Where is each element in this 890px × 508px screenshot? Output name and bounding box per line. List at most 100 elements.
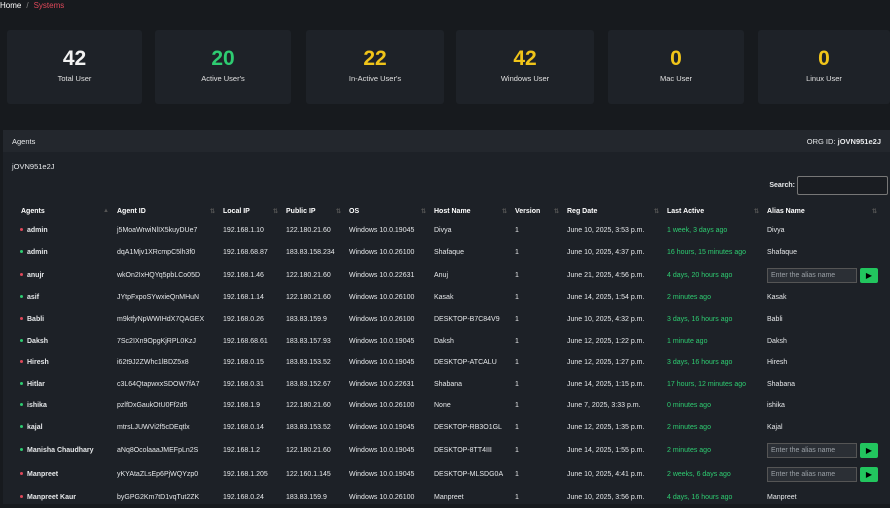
column-header[interactable]: Agent ID ⇅: [117, 203, 223, 220]
agent-name[interactable]: Hitlar: [27, 380, 45, 388]
stat-value: 22: [363, 47, 387, 70]
public-ip: 122.180.21.60: [286, 402, 331, 410]
search-label: Search:: [769, 182, 795, 189]
stat-card: 42 Windows User: [456, 30, 594, 104]
status-dot-icon: [20, 295, 23, 299]
breadcrumb-home[interactable]: Home: [0, 1, 22, 10]
table-row[interactable]: asif JYtpFxpoSYwxieQnMHuN 192.168.1.14 1…: [15, 287, 885, 309]
agent-cell: kajal: [15, 417, 117, 439]
panel-header: Agents ORG ID: jOVN951e2J: [3, 130, 890, 152]
last-active: 1 minute ago: [667, 337, 708, 345]
reg-date: June 10, 2025, 3:53 p.m.: [567, 227, 645, 235]
table-row[interactable]: Hiresh i62t9J2ZWhc1lBDZ5x8 192.168.0.15 …: [15, 352, 885, 374]
column-header-label: Local IP: [223, 208, 250, 215]
alias-cell: Kajal: [767, 417, 885, 439]
local-ip: 192.168.68.87: [223, 248, 268, 256]
local-ip: 192.168.1.2: [223, 446, 260, 454]
host-name: Divya: [434, 227, 452, 235]
table-row[interactable]: admin j5MoaWrwiNlIX5kuyDUe7 192.168.1.10…: [15, 220, 885, 242]
local-ip: 192.168.0.14: [223, 424, 264, 432]
table-row[interactable]: Manpreet Kaur byGPG2Km7tD1vqTut2ZK 192.1…: [15, 486, 885, 508]
table-row[interactable]: Manpreet yKYAtaZLsEp6PjWQYzp0 192.168.1.…: [15, 462, 885, 486]
submit-alias-button[interactable]: ▶: [860, 442, 878, 458]
alias-cell: Divya: [767, 220, 885, 242]
column-header[interactable]: Local IP ⇅: [223, 203, 286, 220]
alias-cell: Shabana: [767, 374, 885, 396]
version: 1: [515, 337, 519, 345]
public-ip: 183.83.159.9: [286, 316, 327, 324]
alias-input[interactable]: [767, 267, 857, 283]
column-header[interactable]: Alias Name ⇅: [767, 203, 885, 220]
alias-name: Shafaque: [767, 248, 797, 256]
org-id-value: jOVN951e2J: [837, 136, 881, 146]
table-row[interactable]: kajal mtrsLJUWVi2f5cDEqtlx 192.168.0.14 …: [15, 417, 885, 439]
sort-icon: ⇅: [272, 209, 278, 215]
status-dot-icon: [20, 272, 23, 276]
agent-name[interactable]: admin: [27, 227, 48, 235]
table-row[interactable]: Daksh 7Sc2IXn9OpgKjRPL0KzJ 192.168.68.61…: [15, 330, 885, 352]
table-header-row: Agents ▲ Agent ID ⇅ Local IP ⇅ Public IP ⇅ OS ⇅ Ho…: [15, 203, 885, 220]
public-ip: 183.83.157.93: [286, 337, 331, 345]
sort-icon: ⇅: [553, 209, 559, 215]
column-header[interactable]: Public IP ⇅: [286, 203, 349, 220]
play-icon: ▶: [865, 270, 873, 280]
agent-name[interactable]: kajal: [27, 424, 43, 432]
local-ip: 192.168.1.9: [223, 402, 260, 410]
agent-cell: admin: [15, 220, 117, 242]
agent-name[interactable]: ishika: [27, 402, 47, 410]
table-row[interactable]: Babli m9ktfyNpWWIHdX7QAGEX 192.168.0.26 …: [15, 309, 885, 331]
public-ip: 122.180.21.60: [286, 294, 331, 302]
column-header[interactable]: OS ⇅: [349, 203, 434, 220]
column-header[interactable]: Last Active ⇅: [667, 203, 767, 220]
submit-alias-button[interactable]: ▶: [860, 466, 878, 482]
column-header[interactable]: Host Name ⇅: [434, 203, 515, 220]
table-row[interactable]: Hitlar c3L64QtapwxxSDOW7fA7 192.168.0.31…: [15, 374, 885, 396]
local-ip: 192.168.1.10: [223, 227, 264, 235]
table-row[interactable]: anujr wkOn2IxHQYq5pbLCo05D 192.168.1.46 …: [15, 263, 885, 287]
agent-name[interactable]: Hiresh: [27, 359, 49, 367]
public-ip: 183.83.152.67: [286, 380, 331, 388]
alias-cell: Enter the alias name ▶: [767, 263, 885, 287]
agent-name[interactable]: admin: [27, 248, 48, 256]
column-header[interactable]: Reg Date ⇅: [567, 203, 667, 220]
alias-name: Daksh: [767, 337, 787, 345]
agent-name[interactable]: Manpreet Kaur: [27, 493, 77, 501]
alias-input[interactable]: [767, 466, 857, 482]
agent-name[interactable]: asif: [27, 294, 40, 302]
alias-cell: ishika: [767, 395, 885, 417]
sort-icon: ⇅: [653, 209, 659, 215]
agent-name[interactable]: Daksh: [27, 337, 49, 345]
agent-name[interactable]: Manpreet: [27, 470, 59, 478]
stat-value: 0: [818, 47, 830, 70]
alias-cell: Kasak: [767, 287, 885, 309]
alias-name: Hiresh: [767, 359, 788, 367]
last-active: 4 days, 20 hours ago: [667, 271, 733, 279]
column-header-label: Host Name: [434, 208, 471, 215]
search-input[interactable]: [797, 176, 888, 195]
os: Windows 10.0.26100: [349, 248, 415, 256]
table-row[interactable]: admin dqA1Mjv1XRcmpC5lh3f0 192.168.68.87…: [15, 242, 885, 264]
alias-cell: Manpreet: [767, 486, 885, 508]
submit-alias-button[interactable]: ▶: [860, 267, 878, 283]
agent-cell: Manpreet: [15, 462, 117, 486]
reg-date: June 10, 2025, 3:56 p.m.: [567, 493, 645, 501]
status-dot-icon: [20, 494, 23, 498]
sort-icon: ▲: [103, 208, 109, 214]
agent-name[interactable]: Babli: [27, 316, 45, 324]
public-ip: 183.83.153.52: [286, 424, 331, 432]
alias-name: Shabana: [767, 380, 796, 388]
stat-label: Linux User: [806, 74, 842, 83]
alias-input[interactable]: [767, 442, 857, 458]
agent-id: j5MoaWrwiNlIX5kuyDUe7: [117, 227, 198, 235]
sort-icon: ⇅: [871, 209, 877, 215]
alias-input-wrapper: Enter the alias name: [767, 442, 857, 458]
table-row[interactable]: Manisha Chaudhary aNq8OcolaaaJMEFpLn2S 1…: [15, 438, 885, 462]
agent-id: c3L64QtapwxxSDOW7fA7: [117, 380, 200, 388]
column-header[interactable]: Version ⇅: [515, 203, 567, 220]
agent-name[interactable]: anujr: [27, 271, 45, 279]
column-header[interactable]: Agents ▲: [15, 203, 117, 220]
agent-name[interactable]: Manisha Chaudhary: [27, 446, 94, 454]
table-row[interactable]: ishika pzlfDxGaukOtU0Ff2d5 192.168.1.9 1…: [15, 395, 885, 417]
column-header-label: Reg Date: [567, 208, 598, 215]
agent-cell: Hitlar: [15, 374, 117, 396]
